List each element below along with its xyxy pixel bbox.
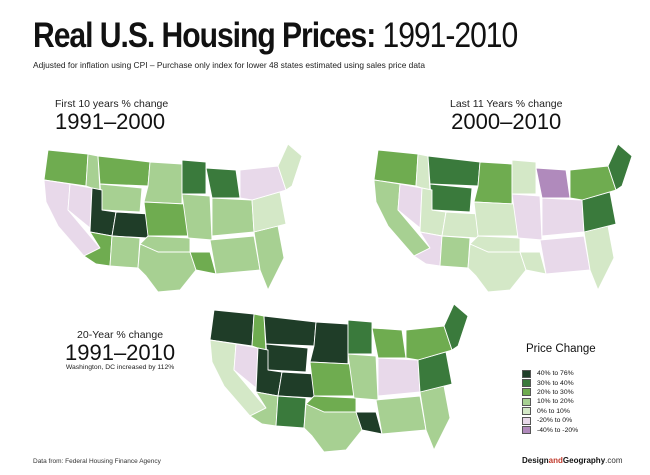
legend-items: 40% to 76% 30% to 40% 20% to 30% 10% to 20%… (522, 369, 597, 435)
region-nebraska-kansas (473, 201, 519, 237)
map-first-range: 1991–2000 (55, 109, 166, 134)
brand-link[interactable]: DesignandGeography.com (522, 456, 622, 465)
brand-part-and: and (548, 456, 563, 465)
brand-part-design: Design (522, 456, 549, 465)
legend-item: -40% to -20% (522, 425, 597, 435)
legend-item: 20% to 30% (522, 388, 597, 397)
map-twenty-caption: 20-Year % change (77, 329, 164, 341)
region-wyoming (265, 343, 309, 373)
map-last-label: Last 11 Years % change 2000–2010 (450, 98, 562, 133)
legend-swatch (522, 369, 531, 378)
map-1991-2010 (209, 303, 469, 453)
region-new-england (607, 143, 633, 191)
map-last-range: 2000–2010 (451, 109, 562, 134)
legend-label: 0% to 10% (537, 407, 570, 415)
legend-item: 0% to 10% (522, 407, 597, 416)
region-midwest-east (377, 357, 421, 397)
title-years: 1991-2010 (382, 16, 519, 55)
region-new-mexico (275, 395, 307, 429)
region-south-central (209, 235, 261, 275)
legend-item: 10% to 20% (522, 397, 597, 406)
region-montana (263, 315, 317, 347)
region-southeast (583, 225, 615, 291)
region-minnesota (181, 159, 207, 195)
region-wisconsin-michigan (371, 327, 407, 359)
region-texas (137, 243, 197, 293)
region-dakotas (309, 321, 349, 365)
region-nebraska-kansas (309, 361, 355, 397)
region-northeast (569, 165, 617, 201)
region-new-mexico (439, 235, 471, 269)
map-1991-2000 (43, 143, 303, 293)
region-colorado (441, 211, 481, 239)
title-main: Real U.S. Housing Prices: (33, 16, 376, 55)
region-south-central (539, 235, 591, 275)
map-last-caption: Last 11 Years % change (450, 98, 563, 110)
legend-swatch (522, 426, 531, 435)
map-twenty-range: 1991–2010 (65, 340, 176, 365)
region-south-central (375, 395, 427, 435)
map-2000-2010 (373, 143, 633, 293)
legend-title: Price Change (526, 343, 596, 355)
region-minnesota (511, 159, 537, 195)
legend-swatch (522, 379, 531, 388)
region-northeast (239, 165, 287, 201)
legend-label: 30% to 40% (537, 379, 574, 387)
map-first-label: First 10 years % change 1991–2000 (55, 98, 168, 133)
region-midwest-east (541, 197, 585, 237)
region-minnesota (347, 319, 373, 355)
region-wyoming (429, 183, 473, 213)
legend-item: -20% to 0% (522, 416, 597, 425)
legend-label: -20% to 0% (537, 417, 573, 425)
region-texas (467, 243, 527, 293)
chart-title: Real U.S. Housing Prices: 1991-2010 (33, 18, 596, 53)
region-southeast (419, 385, 451, 451)
legend-swatch (522, 388, 531, 397)
map-twenty-note: Washington, DC increased by 112% (65, 364, 175, 372)
legend-item: 40% to 76% (522, 369, 597, 378)
region-colorado (111, 211, 151, 239)
region-colorado (277, 371, 317, 399)
region-montana (427, 155, 481, 187)
region-dakotas (473, 161, 513, 205)
region-wyoming (99, 183, 143, 213)
legend-swatch (522, 416, 531, 425)
region-new-england (443, 303, 469, 351)
brand-part-domain: .com (605, 456, 623, 465)
region-montana (97, 155, 151, 187)
region-northeast (405, 325, 453, 361)
region-southeast (253, 225, 285, 291)
legend-item: 30% to 40% (522, 378, 597, 388)
region-wisconsin-michigan (205, 167, 241, 199)
legend-label: 40% to 76% (537, 370, 574, 378)
region-wisconsin-michigan (535, 167, 571, 199)
region-texas (303, 403, 363, 453)
map-twenty-label: 20-Year % change 1991–2010 Washington, D… (65, 329, 175, 371)
region-dakotas (143, 161, 183, 205)
legend-swatch (522, 397, 531, 406)
region-midwest-east (211, 197, 255, 237)
data-source: Data from: Federal Housing Finance Agenc… (33, 458, 161, 465)
subtitle: Adjusted for inflation using CPI – Purch… (33, 60, 425, 70)
region-new-england (277, 143, 303, 191)
legend-label: 20% to 30% (537, 388, 574, 396)
legend-label: -40% to -20% (537, 426, 579, 434)
brand-part-geography: Geography (562, 456, 606, 465)
legend-label: 10% to 20% (537, 398, 574, 406)
region-new-mexico (109, 235, 141, 269)
legend: Price Change 40% to 76% 30% to 40% 20% to … (522, 343, 597, 435)
region-nebraska-kansas (143, 201, 189, 237)
legend-swatch (522, 407, 531, 416)
map-first-caption: First 10 years % change (55, 98, 169, 110)
